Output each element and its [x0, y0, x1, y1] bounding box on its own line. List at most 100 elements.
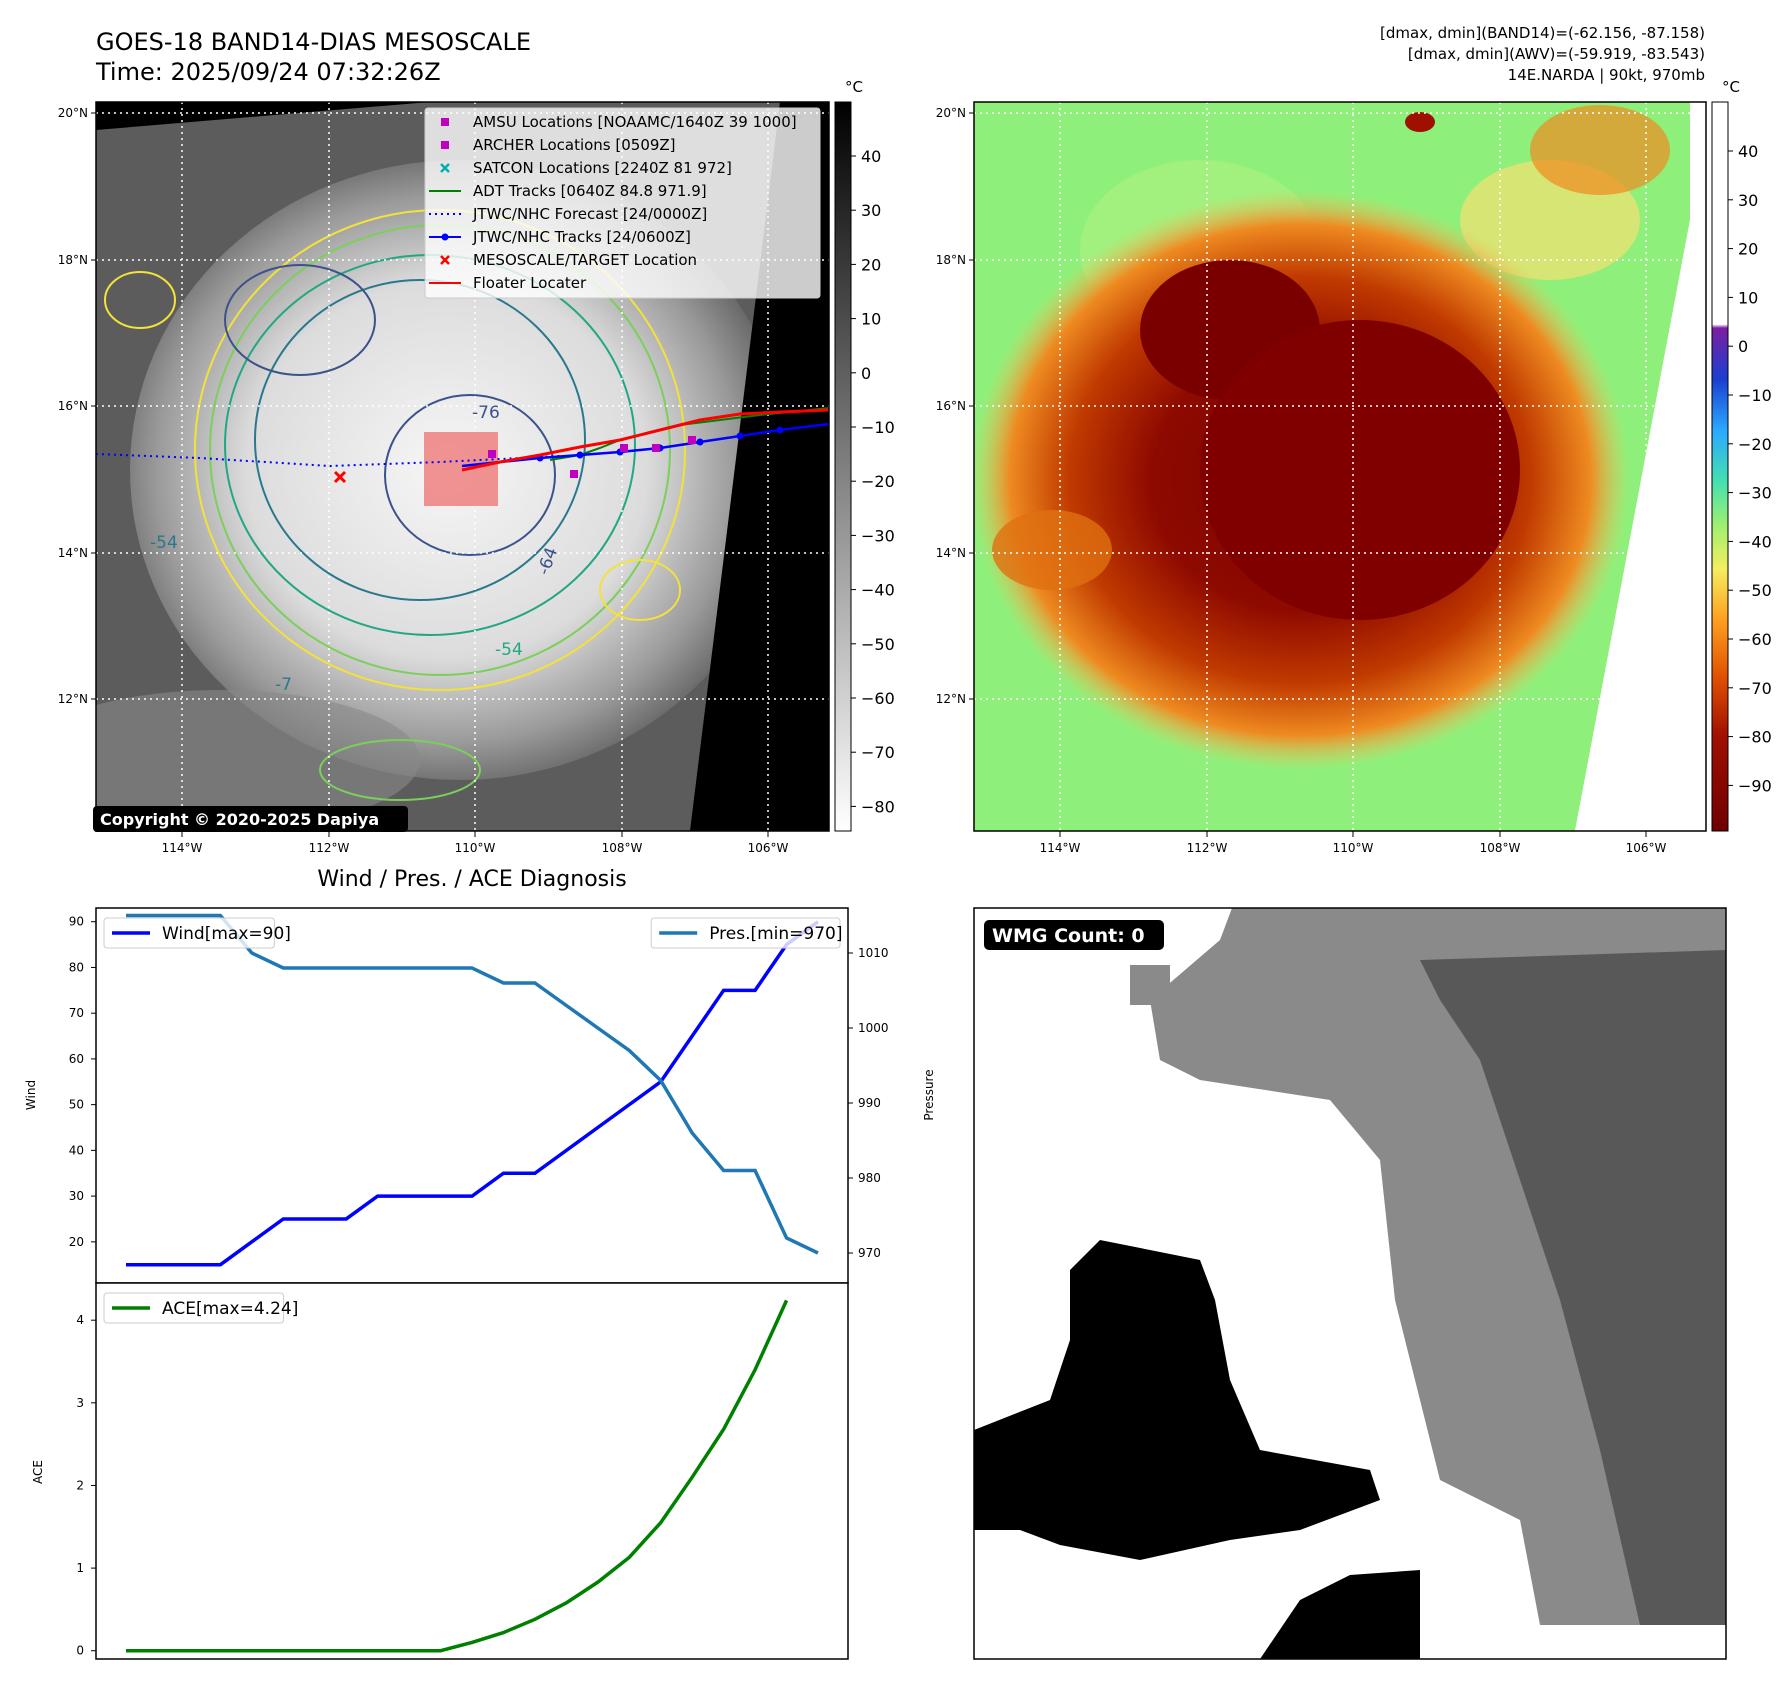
y-tick-label: 90 [69, 915, 84, 929]
lat-tick-label: 16°N [58, 399, 88, 413]
pressure-axis-label: Pressure [922, 1069, 936, 1120]
colorbar-tick-label: 10 [1738, 288, 1758, 307]
ir-legend: AMSU Locations [NOAAMC/1640Z 39 1000] ARC… [424, 107, 821, 299]
colorbar-tick-label: −30 [861, 526, 895, 545]
y-tick-label: 60 [69, 1052, 84, 1066]
lon-tick-label: 108°W [1480, 841, 1521, 855]
lon-tick-label: 108°W [602, 841, 643, 855]
colorbar-tick-label: −50 [1738, 581, 1772, 600]
lon-tick-label: 106°W [748, 841, 789, 855]
lon-tick-label: 114°W [1040, 841, 1081, 855]
info-awv: [dmax, dmin](AWV)=(-59.919, -83.543) [1408, 45, 1705, 63]
lat-tick-label: 20°N [58, 106, 88, 120]
colorbar-tick-label: −20 [1738, 435, 1772, 454]
colorbar-tick-label: 10 [861, 310, 881, 329]
y-tick-label: 30 [69, 1189, 84, 1203]
y-tick-label: 50 [69, 1098, 84, 1112]
copyright-badge [93, 806, 408, 832]
colorbar-tick-label: −30 [1738, 484, 1772, 503]
lat-tick-label: 16°N [936, 399, 966, 413]
ace-axis-label: ACE [31, 1460, 45, 1484]
colorbar-tick-label: −20 [861, 472, 895, 491]
wind-axis-label: Wind [24, 1080, 38, 1110]
legend-label: AMSU Locations [NOAAMC/1640Z 39 1000] [473, 113, 797, 131]
diagnosis-title: Wind / Pres. / ACE Diagnosis [317, 867, 626, 892]
jtwc-forecast-track [96, 453, 561, 468]
y-tick-label: 4 [76, 1313, 84, 1327]
y-tick-label: 3 [76, 1396, 84, 1410]
y-right-tick-label: 990 [858, 1096, 881, 1110]
ace-chart: 4 3 2 1 0 ACE[max=4.24] ACE [31, 1282, 849, 1660]
chart-legend-box [650, 917, 841, 949]
lon-tick-label: 112°W [1187, 841, 1228, 855]
colorbar-tick-label: 20 [1738, 240, 1758, 259]
wmg-count-text: WMG Count: 0 [992, 925, 1145, 947]
legend-label: MESOSCALE/TARGET Location [473, 251, 697, 269]
legend-label: ARCHER Locations [0509Z] [473, 136, 676, 154]
contour-label: -76 [472, 403, 500, 423]
colorbar-tick-label: 0 [861, 364, 871, 383]
info-band14: [dmax, dmin](BAND14)=(-62.156, -87.158) [1380, 24, 1705, 42]
figure-time: Time: 2025/09/24 07:32:26Z [95, 58, 441, 86]
figure-title: GOES-18 BAND14-DIAS MESOSCALE [96, 28, 531, 56]
lat-tick-label: 18°N [58, 253, 88, 267]
y-tick-label: 1 [76, 1561, 84, 1575]
contour-label: -7 [275, 675, 292, 695]
legend-label: JTWC/NHC Forecast [24/0000Z] [472, 205, 707, 223]
lat-tick-label: 20°N [936, 106, 966, 120]
series-line-0 [126, 920, 820, 1267]
awv-colorbar [1711, 101, 1729, 832]
y-tick-label: 40 [69, 1143, 84, 1157]
chart-legend-box [103, 1292, 285, 1324]
ir-map: -76 -54 -64 -54 -7 AMSU Locations [NOAAM… [58, 78, 895, 855]
y-tick-label: 2 [76, 1478, 84, 1492]
wmg-count-badge [984, 920, 1164, 950]
legend-marker [441, 141, 449, 149]
colorbar-tick-label: 0 [1738, 337, 1748, 356]
chart-legend-label: Wind[max=90] [162, 924, 291, 944]
lon-tick-label: 112°W [309, 841, 350, 855]
legend-label: JTWC/NHC Tracks [24/0600Z] [472, 228, 691, 246]
y-right-tick-label: 1000 [858, 1021, 889, 1035]
colorbar-tick-label: −70 [1738, 679, 1772, 698]
chart-legend-box [103, 917, 275, 949]
contour-label: -54 [150, 533, 178, 553]
lon-tick-label: 114°W [162, 841, 203, 855]
wmg-panel: WMG Count: 0 [973, 907, 1727, 1660]
colorbar-tick-label: −10 [861, 418, 895, 437]
colorbar-tick-label: −80 [861, 797, 895, 816]
colorbar-tick-label: −90 [1738, 776, 1772, 795]
colorbar-tick-label: −60 [1738, 630, 1772, 649]
lat-tick-label: 18°N [936, 253, 966, 267]
contour-label: -54 [495, 640, 523, 660]
colorbar-tick-label: −70 [861, 743, 895, 762]
colorbar-tick-label: 40 [1738, 142, 1758, 161]
wind-pressure-chart: 90 80 70 60 50 40 30 20 1010 1000 990 980 970 Wind[ma… [24, 907, 936, 1284]
ir-colorbar-unit: °C [845, 78, 863, 96]
wmg-dark-region [1420, 950, 1726, 1625]
colorbar-tick-label: −40 [1738, 532, 1772, 551]
y-tick-label: 80 [69, 960, 84, 974]
lon-tick-label: 110°W [455, 841, 496, 855]
mesoscale-target-box [424, 432, 498, 506]
colorbar-tick-label: 40 [861, 147, 881, 166]
awv-map: 20°N 18°N 16°N 14°N 12°N 114°W 112°W 110°W 108°… [936, 78, 1772, 855]
legend-marker [441, 118, 449, 126]
series-line-0 [126, 1299, 789, 1653]
colorbar-tick-label: −40 [861, 581, 895, 600]
legend-label: Floater Locater [473, 274, 587, 292]
y-right-tick-label: 1010 [858, 946, 889, 960]
lat-tick-label: 14°N [58, 546, 88, 560]
ir-colorbar [834, 101, 852, 832]
legend-label: SATCON Locations [2240Z 81 972] [473, 159, 732, 177]
colorbar-tick-label: −60 [861, 689, 895, 708]
legend-marker [440, 255, 450, 265]
chart-legend-label: Pres.[min=970] [709, 924, 842, 944]
colorbar-tick-label: 30 [1738, 191, 1758, 210]
info-storm: 14E.NARDA | 90kt, 970mb [1508, 66, 1705, 84]
wmg-black-region [974, 1240, 1380, 1560]
y-tick-label: 0 [76, 1644, 84, 1658]
colorbar-tick-label: −80 [1738, 728, 1772, 747]
legend-marker [440, 163, 450, 173]
